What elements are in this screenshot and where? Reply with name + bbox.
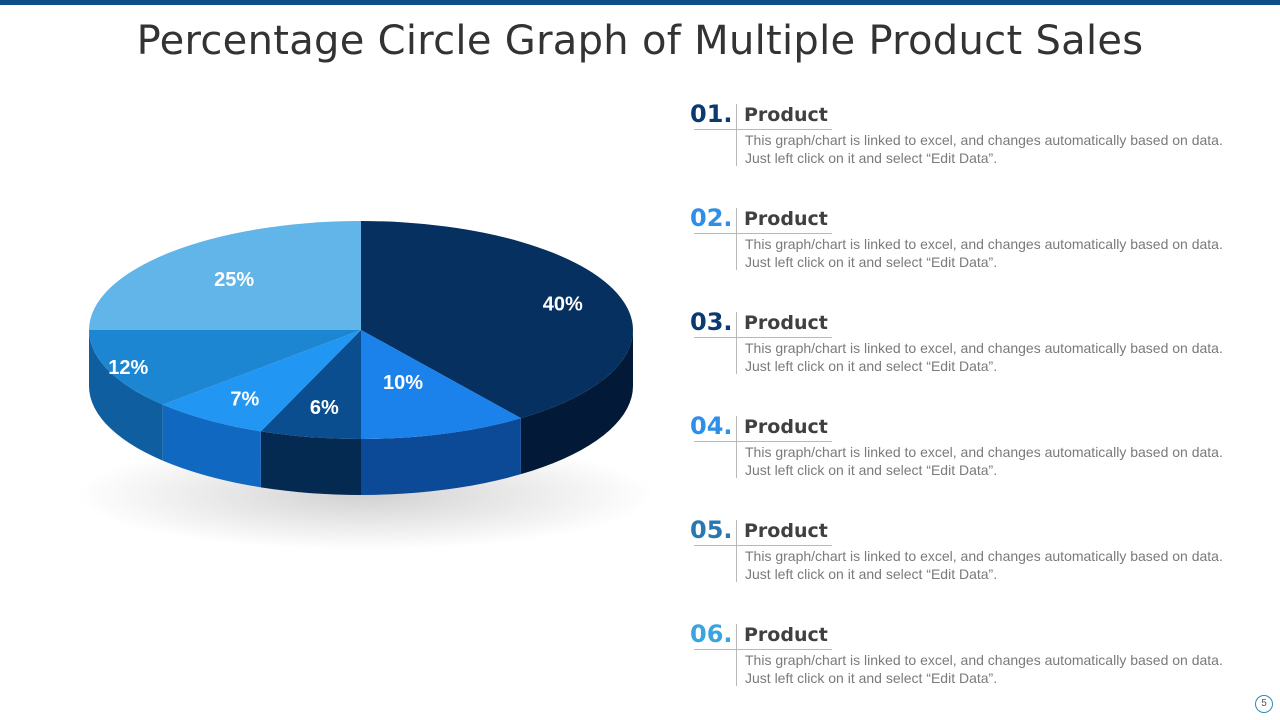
divider-line xyxy=(694,441,832,442)
top-accent-bar xyxy=(0,0,1280,5)
item-description: This graph/chart is linked to excel, and… xyxy=(745,132,1223,166)
item-label: Product xyxy=(744,624,828,646)
product-item: 06. Product This graph/chart is linked to … xyxy=(690,620,1250,716)
item-number: 04. xyxy=(690,412,733,440)
pie-slice xyxy=(260,330,361,439)
product-item: 02. Product This graph/chart is linked to … xyxy=(690,204,1250,300)
divider-line-vertical xyxy=(736,104,737,166)
pie-slice-label: 12% xyxy=(108,357,148,379)
pie-slice-side xyxy=(361,418,521,495)
pie-slice-label: 10% xyxy=(383,372,423,394)
divider-line-vertical xyxy=(736,208,737,270)
slide-title: Percentage Circle Graph of Multiple Prod… xyxy=(136,18,1144,64)
pie-tops xyxy=(89,221,633,439)
item-label: Product xyxy=(744,104,828,126)
item-number: 03. xyxy=(690,308,733,336)
pie-slice xyxy=(361,330,521,439)
item-label: Product xyxy=(744,208,828,230)
pie-slice xyxy=(89,330,361,405)
item-label: Product xyxy=(744,416,828,438)
product-item: 03. Product This graph/chart is linked to … xyxy=(690,308,1250,404)
divider-line xyxy=(694,545,832,546)
pie-slice xyxy=(162,330,361,432)
item-label: Product xyxy=(744,520,828,542)
product-item: 04. Product This graph/chart is linked to … xyxy=(690,412,1250,508)
page-number: 5 xyxy=(1255,695,1273,713)
item-description: This graph/chart is linked to excel, and… xyxy=(745,652,1223,686)
divider-line xyxy=(694,233,832,234)
pie-slice-label: 25% xyxy=(214,269,254,291)
pie-slice-label: 7% xyxy=(230,389,259,411)
pie-sides xyxy=(89,330,633,495)
pie-labels: 40% 10% 6% 7% 12% 25% xyxy=(108,269,583,419)
pie-slice-side xyxy=(520,330,633,475)
item-number: 05. xyxy=(690,516,733,544)
item-description: This graph/chart is linked to excel, and… xyxy=(745,236,1223,270)
pie-slice-side xyxy=(260,431,361,495)
item-number: 02. xyxy=(690,204,733,232)
pie-slice-label: 6% xyxy=(310,397,339,419)
pie-slice xyxy=(89,221,361,330)
divider-line-vertical xyxy=(736,416,737,478)
product-item: 01. Product This graph/chart is linked to … xyxy=(690,100,1250,196)
item-description: This graph/chart is linked to excel, and… xyxy=(745,340,1223,374)
item-number: 06. xyxy=(690,620,733,648)
item-label: Product xyxy=(744,312,828,334)
divider-line-vertical xyxy=(736,312,737,374)
pie-chart: 40% 10% 6% 7% 12% 25% xyxy=(75,221,655,550)
pie-slice-side xyxy=(162,404,261,488)
product-item: 05. Product This graph/chart is linked to … xyxy=(690,516,1250,612)
pie-slice-label: 40% xyxy=(543,294,583,316)
divider-line xyxy=(694,129,832,130)
pie-slice xyxy=(361,221,633,419)
divider-line-vertical xyxy=(736,520,737,582)
item-description: This graph/chart is linked to excel, and… xyxy=(745,548,1223,582)
divider-line-vertical xyxy=(736,624,737,686)
pie-slice-side xyxy=(89,330,163,461)
divider-line xyxy=(694,649,832,650)
item-number: 01. xyxy=(690,100,733,128)
divider-line xyxy=(694,337,832,338)
item-description: This graph/chart is linked to excel, and… xyxy=(745,444,1223,478)
